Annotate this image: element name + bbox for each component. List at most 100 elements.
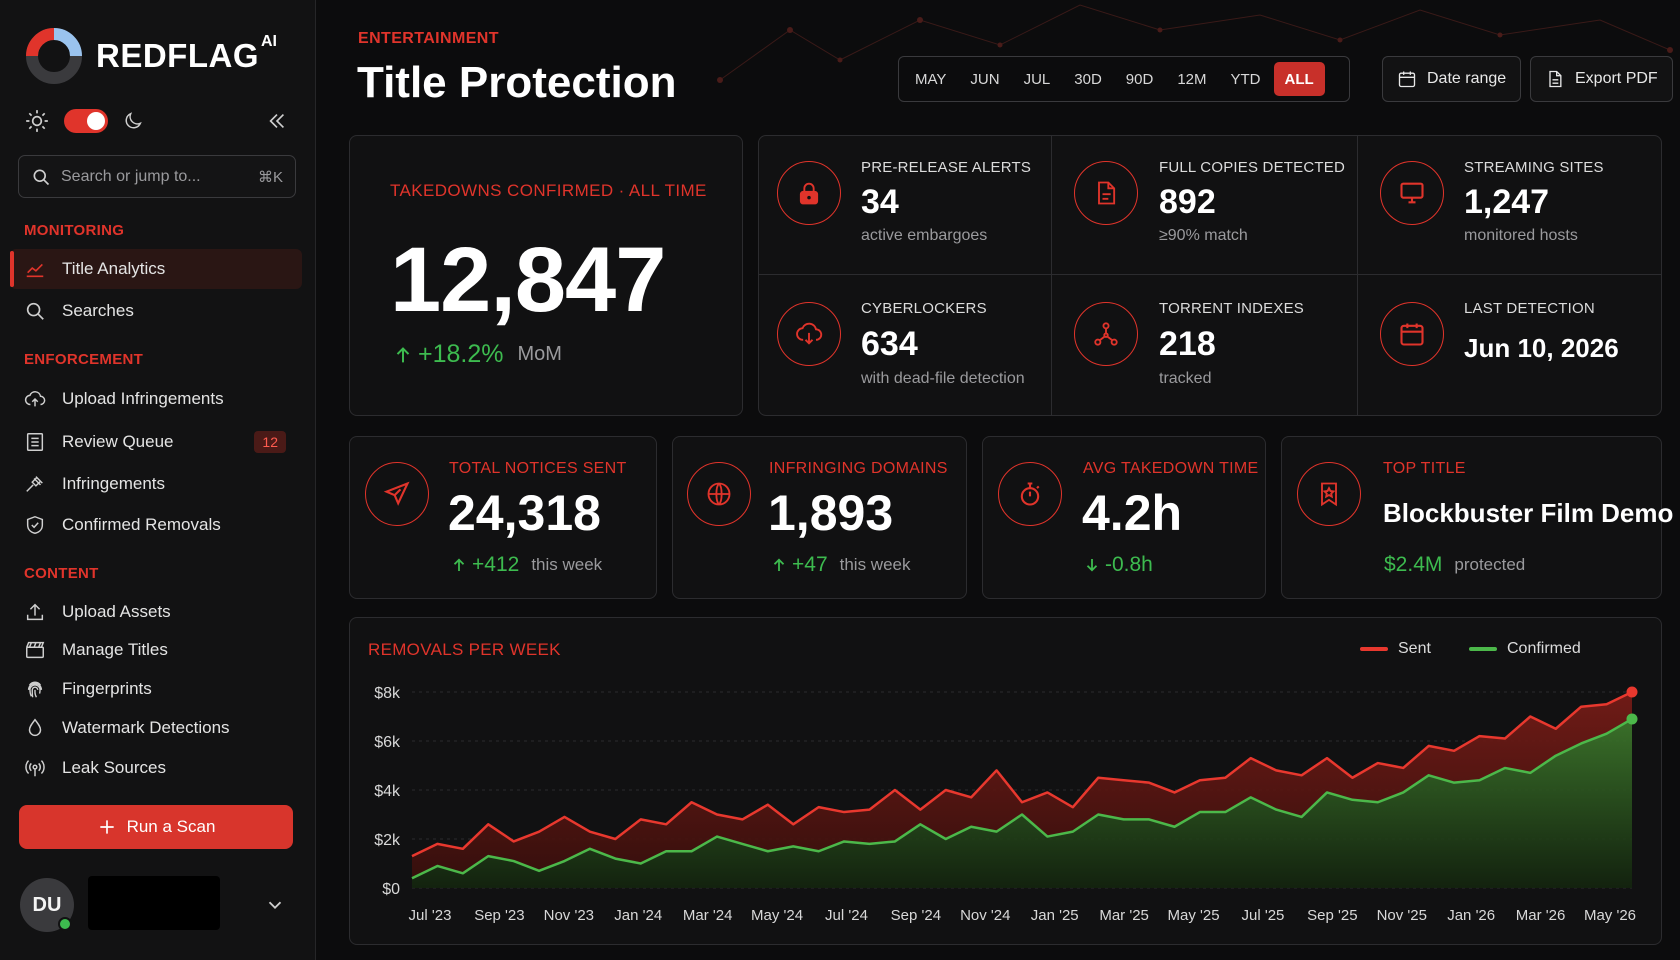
broadcast-icon [25,760,45,777]
stat-sub: with dead-file detection [861,370,1025,387]
search-box[interactable]: ⌘K [18,155,296,198]
nodes-icon [1094,322,1118,346]
sidebar-item-review-queue[interactable]: Review Queue 12 [10,422,302,462]
hero-delta: +18.2% MoM [392,340,562,369]
stat-label: FULL COPIES DETECTED [1159,159,1345,176]
kpi-delta: +47 this week [770,553,911,577]
period-90d[interactable]: 90D [1125,70,1154,88]
kpi-delta-suffix: protected [1454,555,1526,574]
sidebar-item-upload-infringements[interactable]: Upload Infringements [10,379,302,419]
hero-delta-value: +18.2% [418,340,504,368]
x-tick-label: Mar '25 [1099,907,1149,924]
sidebar-item-label: Infringements [62,474,165,493]
removals-per-week-chart: $0 $2k $4k $6k $8k Jul '23 Sep '23 Nov '23 Jan … [374,685,1638,924]
stat-value: Jun 10, 2026 [1464,333,1619,363]
run-scan-button[interactable]: Run a Scan [19,805,293,849]
search-shortcut: ⌘K [257,168,283,186]
stat-value: 1,247 [1464,183,1550,221]
monitor-icon [1400,182,1424,204]
collapse-sidebar-icon[interactable] [266,110,288,132]
fingerprint-icon [27,681,43,698]
grid-divider [1051,136,1052,415]
stat-label: CYBERLOCKERS [861,300,987,317]
sidebar-item-searches[interactable]: Searches [10,291,302,331]
kpi-label: TOP TITLE [1383,460,1466,477]
chevron-down-icon[interactable] [264,894,286,916]
period-30d[interactable]: 30D [1074,70,1102,88]
sent-line [411,690,1633,858]
legend-swatch-confirmed [1469,647,1497,651]
y-tick-label: $8k [374,685,401,702]
plus-icon [99,820,114,834]
legend-item-confirmed[interactable]: Confirmed [1469,640,1581,658]
sidebar-item-label: Watermark Detections [62,718,230,737]
sun-icon [26,110,48,132]
kpi-delta-value: -0.8h [1105,553,1153,576]
sidebar-item-leak-sources[interactable]: Leak Sources [10,748,302,788]
document-icon [1549,70,1562,88]
lock-icon [799,182,819,205]
brand-logo[interactable]: REDFLAG AI [24,26,277,86]
kpi-delta-value: $2.4M [1384,553,1443,576]
list-icon [26,433,44,451]
confirmed-endpoint [1626,713,1638,725]
grid-divider [759,274,1661,275]
export-pdf-label: Export PDF [1575,70,1658,87]
legend-swatch-sent [1360,647,1388,651]
search-input[interactable] [61,167,241,186]
legend-label: Confirmed [1507,640,1581,657]
period-may[interactable]: MAY [915,70,947,88]
sidebar-item-confirmed-removals[interactable]: Confirmed Removals [10,505,302,545]
export-pdf-button[interactable]: Export PDF [1530,56,1673,102]
logo-mark-icon [26,28,82,84]
x-tick-label: May '24 [751,907,803,924]
theme-toggle[interactable] [64,109,108,133]
date-range-button[interactable]: Date range [1382,56,1522,102]
period-ytd[interactable]: YTD [1230,70,1261,88]
sidebar-item-manage-titles[interactable]: Manage Titles [10,630,302,670]
x-tick-label: Jan '26 [1447,907,1495,924]
shield-check-icon [26,515,44,535]
stat-value: 218 [1159,325,1216,363]
y-tick-label: $4k [374,783,401,800]
y-tick-label: $6k [374,734,401,751]
kpi-value: 24,318 [448,485,601,541]
run-scan-label: Run a Scan [126,817,216,836]
sidebar-item-label: Confirmed Removals [62,515,221,534]
period-all[interactable]: ALL [1273,62,1325,96]
hero-delta-suffix: MoM [517,343,562,365]
cloud-upload-icon [24,391,46,407]
sidebar-item-infringements[interactable]: Infringements [10,464,302,504]
y-tick-label: $0 [382,881,400,898]
calendar-icon [1398,71,1416,88]
online-status-dot [58,917,72,931]
arrow-down-icon [1086,559,1098,572]
sidebar-item-title-analytics[interactable]: Title Analytics [10,249,302,289]
stat-icon-ring [1380,302,1444,366]
x-tick-label: Nov '23 [544,907,594,924]
stat-label: PRE-RELEASE ALERTS [861,159,1032,176]
x-tick-label: Jul '23 [409,907,452,924]
background-network-decoration [717,4,1673,83]
period-jul[interactable]: JUL [1023,70,1051,88]
legend-item-sent[interactable]: Sent [1360,640,1431,658]
x-tick-label: Jan '24 [614,907,662,924]
kpi-delta: +412 this week [450,553,602,577]
stat-icon-ring [1380,161,1444,225]
sidebar-item-fingerprints[interactable]: Fingerprints [10,669,302,709]
kpi-value: 4.2h [1082,485,1183,541]
kpi-delta-value: +412 [472,553,520,576]
gavel-icon [26,476,43,492]
sidebar-item-watermark-detections[interactable]: Watermark Detections [10,708,302,748]
x-tick-label: Jul '25 [1241,907,1284,924]
kpi-delta-value: +47 [792,553,828,576]
sidebar-item-upload-assets[interactable]: Upload Assets [10,592,302,632]
date-range-label: Date range [1427,70,1507,87]
stat-label: LAST DETECTION [1464,300,1595,317]
x-tick-label: Sep '25 [1307,907,1357,924]
x-tick-label: Sep '23 [474,907,524,924]
x-tick-label: Nov '24 [960,907,1010,924]
period-12m[interactable]: 12M [1177,70,1207,88]
stat-value: 634 [861,325,918,363]
period-jun[interactable]: JUN [970,70,1000,88]
